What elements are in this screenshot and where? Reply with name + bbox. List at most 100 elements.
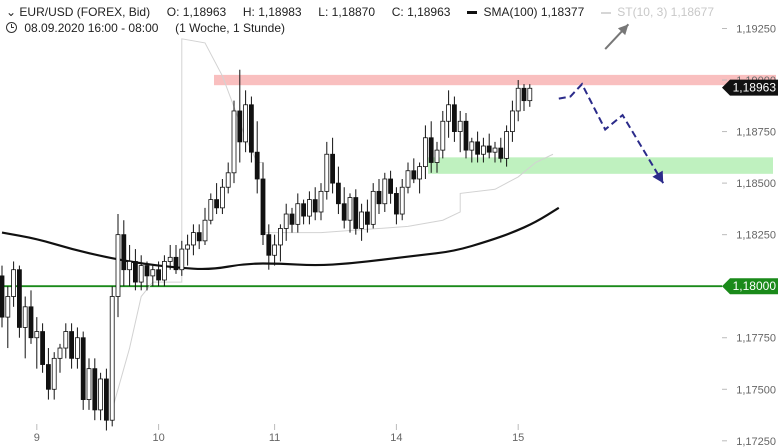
candle-body [312,199,318,213]
candle-body [301,203,307,217]
candle-body [527,87,533,102]
candle [492,141,498,163]
candle [428,121,434,173]
forecast-arrowhead [652,170,664,184]
candle-body [330,153,336,184]
candle [376,178,382,215]
sma-swatch-icon [467,11,478,15]
current-price-text: 1,18963 [733,81,777,95]
candle-body [504,131,510,159]
candle [388,170,394,204]
candle-body [109,296,115,421]
chart-legend: ⌄ EUR/USD (FOREX, Bid) O: 1,18963 H: 1,1… [6,4,714,36]
support-price-text: 1,18000 [733,279,777,293]
candle-body [498,147,504,159]
candle [5,286,11,349]
resistance-zone [214,74,776,86]
candle-body [208,199,214,221]
candle [161,255,167,287]
candle-body [46,364,51,390]
candle-body [69,331,74,359]
candle [92,358,98,421]
chevron-down-icon[interactable]: ⌄ [6,5,17,19]
candle-body [335,182,341,205]
candle [272,234,278,266]
candle [40,323,45,373]
candle [75,327,80,369]
candle-body [266,234,272,256]
candle-body [34,331,40,339]
candle [231,100,237,184]
candle-body [127,261,132,271]
candle-body [359,211,365,229]
x-tick-label: 15 [512,432,524,444]
candle [399,178,405,221]
y-tick-label: 1,18250 [736,230,776,242]
candle-body [132,261,138,283]
x-tick-label: 11 [269,432,280,444]
candle-body [376,190,382,205]
candle [306,191,312,225]
candle-body [156,269,162,281]
candle-body [185,244,191,250]
candle-body [446,104,452,122]
y-tick-label: 1,17750 [736,333,776,345]
candle [318,183,324,221]
candle-body [521,87,527,102]
candle-body [457,120,463,132]
candle-body [190,232,196,246]
candle [521,84,527,111]
candle-body [104,378,109,421]
legend-st-label: ST(10, 3) [617,5,668,19]
up-arrow-head [617,24,629,36]
legend-low-value: 1,18870 [331,5,376,19]
candle-body [254,151,260,180]
candle [422,125,428,179]
legend-ohlc-row: ⌄ EUR/USD (FOREX, Bid) O: 1,18963 H: 1,1… [6,4,714,20]
candle-body [475,141,481,155]
candle-body [434,149,440,163]
candle-body [144,265,150,277]
candle-body [382,178,388,205]
candle [341,187,347,229]
candles-layer [0,69,533,431]
candle-body [237,110,243,143]
candle [475,131,481,163]
candle [434,141,440,173]
candle [359,203,365,241]
x-axis: 9 10 11 14 15 [34,424,524,444]
candle-body [86,368,92,400]
candle [109,286,115,427]
candle [457,110,463,153]
x-tick-label: 10 [152,432,164,444]
candle [208,193,214,225]
candle-body [248,104,254,153]
candle-body [150,269,156,277]
candle-body [115,234,121,297]
candle-body [92,368,98,411]
candle [254,121,260,194]
y-tick-label: 1,19250 [736,23,776,35]
y-tick-label: 1,18500 [736,178,776,190]
candle [138,255,144,291]
candle [202,207,208,245]
candle-body [318,190,324,213]
candle-body [492,147,498,153]
candle [127,244,132,287]
candle [451,96,457,142]
legend-period: (1 Woche, 1 Stunde) [175,21,285,35]
candle-body [57,347,63,359]
candle [86,358,92,410]
support-zone [428,157,773,174]
candle [277,224,283,262]
candle-body [40,331,45,365]
legend-sma-value: 1,18377 [540,5,585,19]
candle [446,90,452,138]
candle [132,249,138,291]
candle [115,214,121,318]
candle [301,199,307,225]
candle [16,265,22,338]
candle-body [405,170,411,188]
candle-body [260,178,266,236]
